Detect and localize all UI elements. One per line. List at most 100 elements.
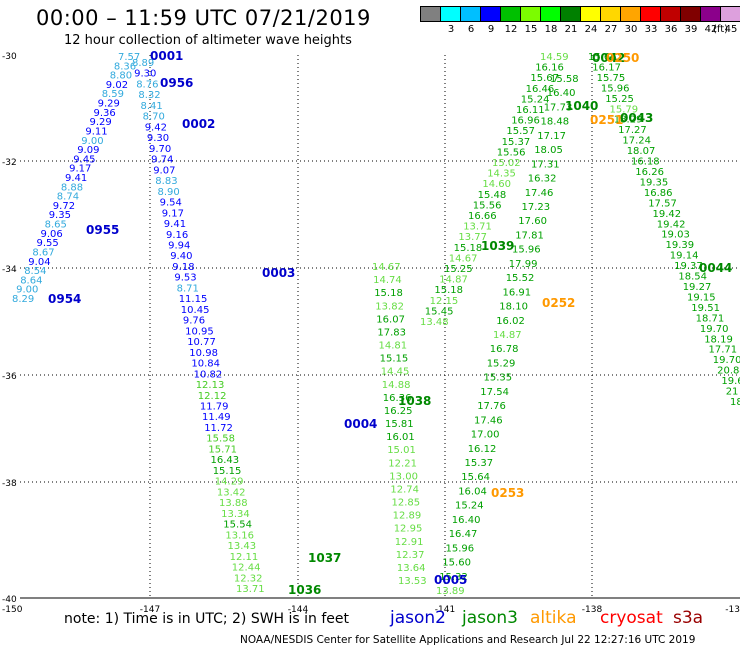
wave-height-value: 11.72 — [204, 423, 233, 434]
wave-height-value: 9.55 — [37, 238, 59, 249]
wave-height-value: 15.58 — [550, 74, 579, 85]
wave-height-value: 9.30 — [147, 133, 169, 144]
wave-height-value: 15.71 — [208, 444, 237, 455]
wave-height-value: 15.64 — [461, 472, 490, 483]
wave-height-value: 9.00 — [16, 285, 38, 296]
wave-height-value: 12.15 — [430, 296, 459, 307]
wave-height-value: 15.67 — [530, 73, 559, 84]
scale-label: 33 — [644, 24, 658, 35]
wave-height-value: 12.12 — [198, 391, 227, 402]
wave-height-value: 8.59 — [102, 89, 124, 100]
wave-height-value: 14.87 — [493, 330, 522, 341]
wave-height-value: 15.25 — [444, 264, 473, 275]
wave-height-value: 17.83 — [377, 327, 406, 338]
wave-height-value: 13.71 — [236, 584, 265, 595]
wave-height-value: 16.96 — [511, 116, 540, 127]
wave-height-value: 19.35 — [640, 178, 669, 189]
wave-height-value: 17.73 — [544, 102, 573, 113]
scale-unit: (ft) — [713, 24, 729, 35]
wave-height-value: 13.77 — [458, 232, 487, 243]
wave-height-value: 16.17 — [592, 63, 621, 74]
wave-height-value: 13.00 — [389, 471, 418, 482]
scale-label: 42 — [704, 24, 718, 35]
wave-height-value: 16.47 — [449, 529, 478, 540]
wave-height-value: 14.87 — [439, 275, 468, 286]
wave-height-value: 9.42 — [145, 122, 167, 133]
wave-height-value: 10.98 — [189, 348, 218, 359]
pass-time-label: 1039 — [481, 239, 514, 253]
wave-height-value: 15.24 — [521, 94, 550, 105]
wave-height-value: 8.32 — [138, 90, 160, 101]
wave-height-value: 11.79 — [200, 402, 229, 413]
wave-height-value: 13.16 — [225, 530, 254, 541]
wave-height-value: 13.53 — [398, 576, 427, 587]
wave-height-value: 9.17 — [69, 164, 91, 175]
x-tick-label: -150 — [2, 605, 23, 615]
wave-height-value: 8.29 — [12, 294, 34, 305]
wave-height-value: 15.32 — [439, 572, 468, 583]
wave-height-value: 8.71 — [177, 283, 199, 294]
wave-height-value: 14.35 — [487, 169, 516, 180]
color-scale: 36912151821242730333639424570 (ft) — [420, 6, 740, 35]
wave-height-value: 15.18 — [374, 288, 403, 299]
wave-height-value: 9.02 — [106, 80, 128, 91]
wave-height-value: 12.95 — [394, 524, 423, 535]
pass-time-label: 0253 — [491, 486, 524, 500]
wave-height-value: 9.40 — [170, 251, 192, 262]
wave-height-value: 8.74 — [57, 192, 79, 203]
note-text: note: 1) Time is in UTC; 2) SWH is in fe… — [64, 611, 350, 627]
wave-height-value: 16.26 — [635, 167, 664, 178]
wave-height-value: 9.07 — [153, 165, 175, 176]
wave-height-value: 9.54 — [160, 198, 182, 209]
wave-height-value: 12.21 — [388, 458, 417, 469]
pass-time-label: 0044 — [699, 261, 732, 275]
wave-height-value: 18.54 — [678, 272, 707, 283]
wave-height-value: 12.11 — [230, 552, 259, 563]
wave-height-value: 12.85 — [392, 498, 421, 509]
footer-credit: NOAA/NESDIS Center for Satellite Applica… — [240, 634, 696, 646]
wave-height-value: 13.34 — [221, 509, 250, 520]
y-tick-label: -32 — [2, 158, 17, 168]
wave-height-value: 20.84 — [717, 366, 740, 377]
wave-height-value: 10.45 — [181, 305, 210, 316]
wave-height-value: 8.54 — [24, 266, 46, 277]
y-tick-label: -34 — [2, 265, 17, 275]
wave-height-value: 14.88 — [382, 380, 411, 391]
wave-height-value: 16.16 — [535, 63, 564, 74]
wave-height-value: 16.40 — [547, 88, 576, 99]
scale-bin: 39 — [680, 6, 701, 35]
legend-jason3: jason3 — [462, 608, 518, 628]
pass-time-label: 0956 — [160, 76, 193, 90]
wave-height-value: 8.65 — [45, 220, 67, 231]
scale-label: 39 — [684, 24, 698, 35]
wave-height-value: 18.48 — [541, 117, 570, 128]
wave-height-value: 14.67 — [449, 253, 478, 264]
scale-bin: 45 — [720, 6, 740, 35]
wave-height-value: 10.84 — [191, 359, 220, 370]
wave-height-value: 14.67 — [372, 262, 401, 273]
wave-height-value: 9.72 — [53, 201, 75, 212]
wave-height-value: 18.19 — [704, 334, 733, 345]
wave-height-value: 8.41 — [141, 101, 163, 112]
legend-jason2: jason2 — [390, 608, 446, 628]
wave-height-value: 14.29 — [215, 477, 244, 488]
scale-label: 24 — [584, 24, 598, 35]
wave-height-value: 15.45 — [425, 306, 454, 317]
wave-height-value: 8.36 — [114, 61, 136, 72]
pass-time-label: 0250 — [606, 51, 639, 65]
wave-height-value: 16.25 — [384, 406, 413, 417]
wave-height-value: 15.18 — [434, 285, 463, 296]
scale-label: 3 — [447, 24, 455, 35]
wave-height-value: 13.89 — [436, 586, 465, 597]
wave-height-value: 18.10 — [499, 302, 528, 313]
wave-height-value: 16.04 — [458, 486, 487, 497]
wave-height-value: 9.16 — [166, 230, 188, 241]
wave-height-value: 13.42 — [217, 487, 246, 498]
wave-height-value: 8.76 — [136, 80, 158, 91]
wave-height-value: 17.76 — [477, 401, 506, 412]
pass-time-label: 0955 — [86, 223, 119, 237]
wave-height-value: 9.76 — [183, 316, 205, 327]
pass-time-label: 0252 — [542, 296, 575, 310]
wave-height-value: 15.58 — [206, 434, 235, 445]
pass-time-label: 0005 — [434, 573, 467, 587]
